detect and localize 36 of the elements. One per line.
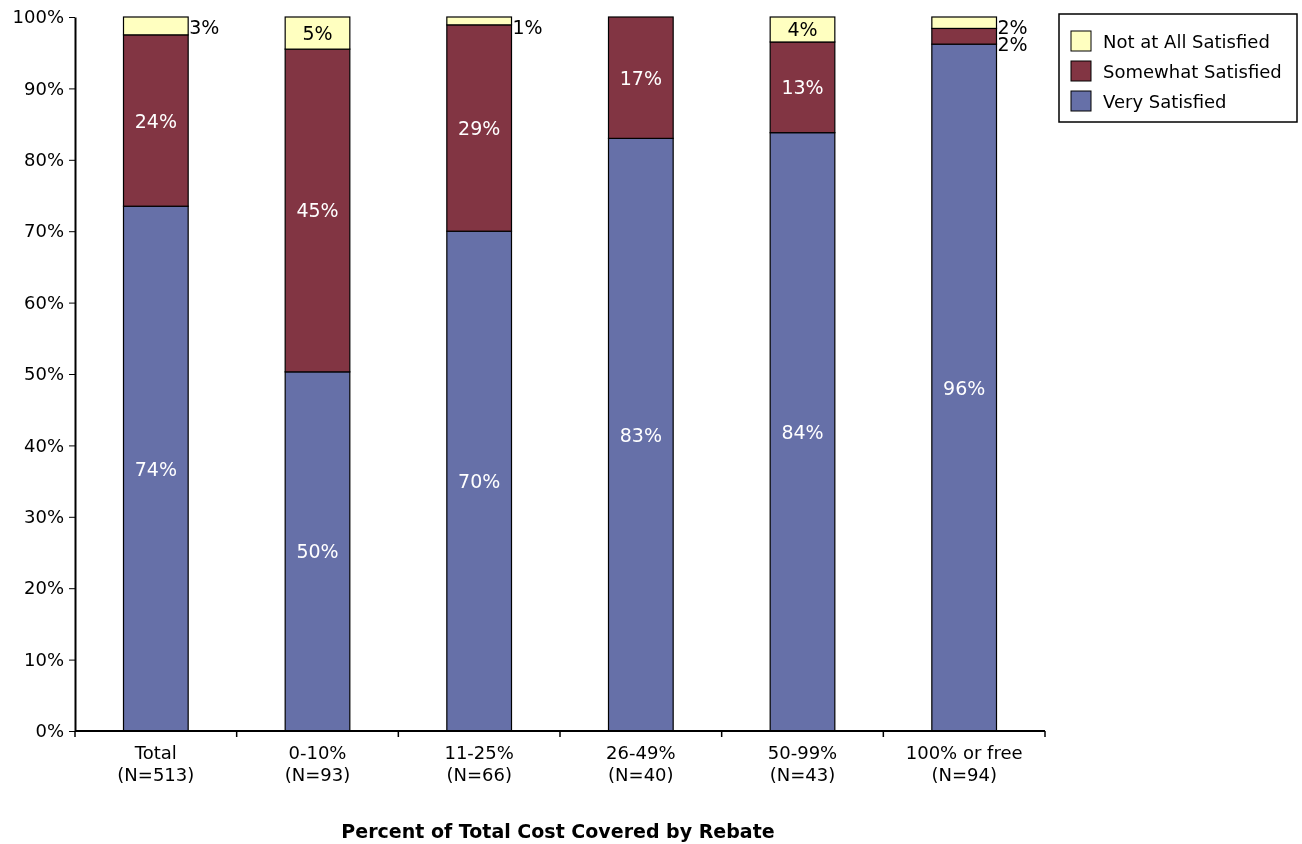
legend-label: Very Satisfied [1103,91,1227,112]
legend-label: Not at All Satisfied [1103,31,1270,52]
y-tick-label: 30% [23,506,64,528]
x-tick-label: 0-10% (N=93) [284,742,351,785]
data-label: 13% [781,76,824,99]
y-tick-label: 10% [23,648,64,670]
data-label: 24% [134,109,177,132]
legend-label: Somewhat Satisfied [1103,61,1282,82]
data-label: 5% [302,22,333,45]
y-tick-label: 50% [23,363,64,385]
y-tick-label: 0% [35,720,64,742]
data-label: 17% [619,66,662,89]
y-tick-label: 60% [23,291,64,313]
y-tick-label: 90% [23,77,64,99]
x-tick-label: 26-49% (N=40) [606,742,676,785]
data-label: 50% [296,540,339,563]
data-label: 84% [781,420,824,443]
y-tick-label: 80% [23,149,64,171]
y-tick-label: 20% [23,577,64,599]
data-label: 4% [787,18,818,41]
y-tick-label: 70% [23,220,64,242]
x-tick-label: Total (N=513) [117,742,195,785]
y-tick-label: 40% [23,434,64,456]
data-label: 96% [943,376,986,399]
data-label: 83% [619,423,662,446]
data-label: 3% [189,16,220,38]
x-tick-label: 11-25% (N=66) [444,742,514,785]
data-label: 74% [134,457,177,480]
x-axis-title: Percent of Total Cost Covered by Rebate [341,820,775,842]
y-tick-label: 100% [12,6,64,28]
data-label: 1% [512,16,543,38]
data-label: 29% [458,117,501,140]
x-tick-label: 50-99% (N=43) [767,742,838,785]
x-tick-label: 100% or free (N=94) [905,742,1023,785]
data-label: 45% [296,199,339,222]
data-label: 70% [458,470,501,493]
